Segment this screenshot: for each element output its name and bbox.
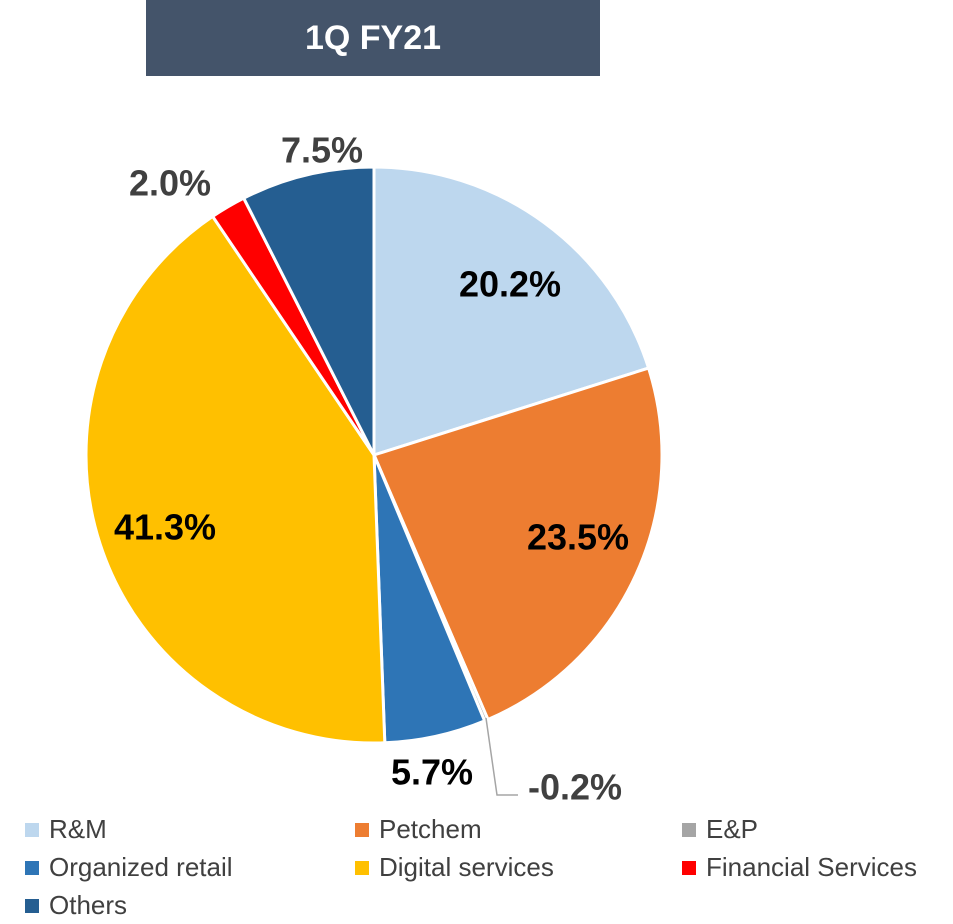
legend-swatch	[25, 899, 39, 913]
pie-slice	[84, 214, 387, 745]
pie-slice	[241, 165, 376, 456]
data-label: -0.2%	[528, 767, 622, 808]
data-label: 7.5%	[281, 130, 363, 171]
legend-label: Others	[49, 890, 127, 920]
title-box	[146, 0, 600, 76]
chart-title: 1Q FY21	[305, 19, 441, 57]
legend-swatch	[682, 861, 696, 875]
data-label: 41.3%	[114, 507, 216, 548]
pie-slice	[371, 366, 664, 722]
legend-label: Financial Services	[706, 852, 917, 882]
data-label: 5.7%	[391, 752, 473, 793]
legend-swatch	[355, 823, 369, 837]
pie-slice	[372, 165, 651, 458]
data-label: 2.0%	[129, 163, 211, 204]
legend-swatch	[25, 823, 39, 837]
legend-label: R&M	[49, 814, 107, 844]
legend-label: Organized retail	[49, 852, 233, 882]
legend-swatch	[355, 861, 369, 875]
data-label: 23.5%	[527, 517, 629, 558]
data-label: 20.2%	[459, 264, 561, 305]
legend-label: Digital services	[379, 852, 554, 882]
legend-swatch	[25, 861, 39, 875]
legend-label: Petchem	[379, 814, 482, 844]
leader-line	[485, 717, 518, 796]
legend-label: E&P	[706, 814, 758, 844]
legend-swatch	[682, 823, 696, 837]
